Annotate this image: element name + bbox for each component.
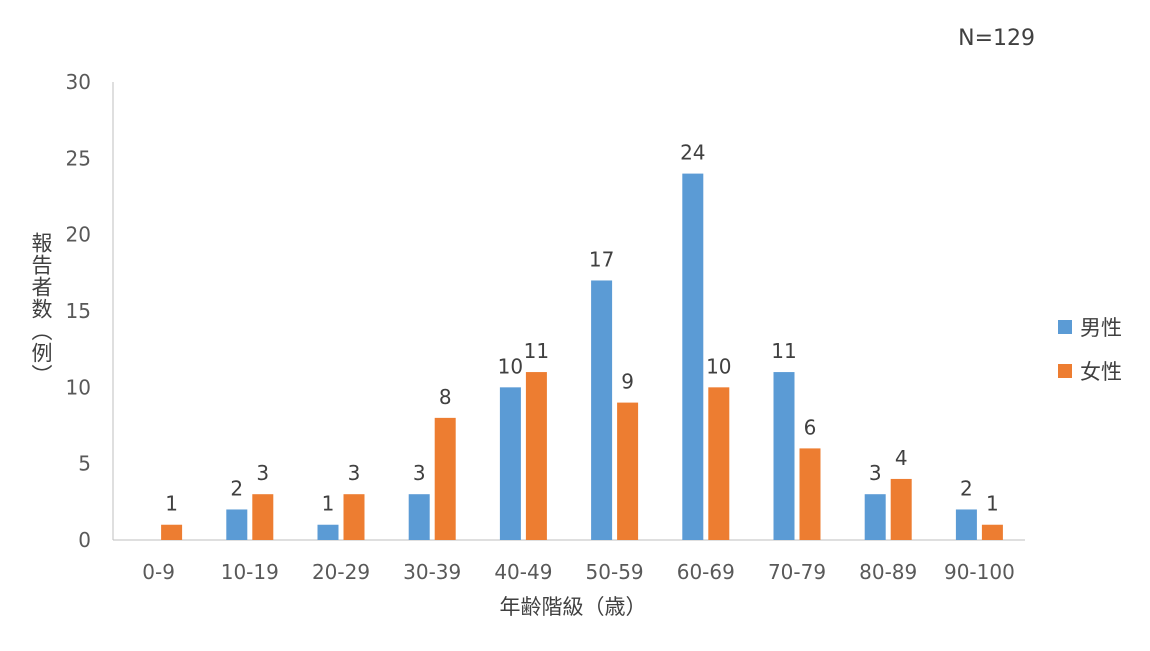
bar-male xyxy=(591,280,613,540)
x-tick-label: 30-39 xyxy=(403,560,461,584)
bar-female xyxy=(434,417,456,540)
data-label: 3 xyxy=(869,461,882,485)
data-label: 1 xyxy=(986,492,999,516)
y-tick-label: 10 xyxy=(66,375,91,399)
bar-female xyxy=(343,494,365,540)
x-tick-label: 10-19 xyxy=(221,560,279,584)
data-label: 2 xyxy=(960,476,973,500)
bar-female xyxy=(799,448,821,540)
data-label: 10 xyxy=(498,354,523,378)
y-tick-label: 0 xyxy=(78,528,91,552)
data-label: 24 xyxy=(680,141,705,165)
legend-item-female: 女性 xyxy=(1058,360,1122,384)
bar-male xyxy=(773,372,795,540)
y-tick-label: 30 xyxy=(66,70,91,94)
data-label: 11 xyxy=(524,339,549,363)
x-tick-label: 40-49 xyxy=(494,560,552,584)
data-label: 3 xyxy=(256,461,269,485)
bar-male xyxy=(226,509,248,540)
x-axis-label: 年齢階級（歳） xyxy=(500,595,647,619)
bar-female xyxy=(890,478,912,540)
data-label: 8 xyxy=(439,385,452,409)
y-tick-label: 20 xyxy=(66,223,91,247)
data-label: 3 xyxy=(348,461,361,485)
y-tick-label: 15 xyxy=(66,299,91,323)
bar-female xyxy=(161,524,183,540)
legend-swatch-female xyxy=(1058,364,1072,378)
x-tick-label: 50-59 xyxy=(586,560,644,584)
bar-male xyxy=(955,509,977,540)
bar-male xyxy=(408,494,430,540)
x-tick-label: 80-89 xyxy=(859,560,917,584)
data-label: 1 xyxy=(322,492,335,516)
data-label: 10 xyxy=(706,354,731,378)
bar-male xyxy=(499,387,521,540)
y-tick-label: 25 xyxy=(66,146,91,170)
y-axis-label: 報告者数（例） xyxy=(29,232,53,386)
x-tick-label: 60-69 xyxy=(677,560,735,584)
data-label: 3 xyxy=(413,461,426,485)
data-label: 6 xyxy=(804,415,817,439)
data-label: 4 xyxy=(895,446,908,470)
legend-label-female: 女性 xyxy=(1080,360,1122,384)
x-tick-label: 90-100 xyxy=(944,560,1015,584)
bar-female xyxy=(981,524,1003,540)
bar-male xyxy=(864,494,886,540)
data-label: 2 xyxy=(230,476,243,500)
data-label: 11 xyxy=(771,339,796,363)
bar-female xyxy=(708,387,730,540)
sample-size-note: N=129 xyxy=(958,26,1035,51)
x-tick-label: 70-79 xyxy=(768,560,826,584)
data-label: 1 xyxy=(165,492,178,516)
bar-female xyxy=(525,372,547,540)
legend: 男性 女性 xyxy=(1058,316,1122,404)
legend-item-male: 男性 xyxy=(1058,316,1122,340)
x-tick-label: 20-29 xyxy=(312,560,370,584)
bar-male xyxy=(317,524,339,540)
data-label: 17 xyxy=(589,247,614,271)
data-label: 9 xyxy=(621,370,634,394)
x-tick-label: 0-9 xyxy=(142,560,175,584)
bar-male xyxy=(682,173,704,540)
legend-swatch-male xyxy=(1058,320,1072,334)
legend-label-male: 男性 xyxy=(1080,316,1122,340)
bar-female xyxy=(617,402,639,540)
bar-female xyxy=(252,494,274,540)
y-tick-label: 5 xyxy=(78,452,91,476)
